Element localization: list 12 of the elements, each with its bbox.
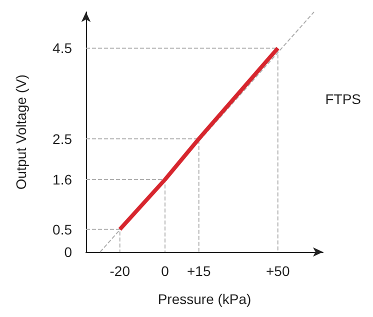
y-axis-title: Output Voltage (V) xyxy=(13,74,29,190)
y-tick-label: 0 xyxy=(64,244,72,260)
x-tick-label: 0 xyxy=(161,263,170,279)
y-tick-label: 1.6 xyxy=(52,172,72,188)
x-tick-label: -20 xyxy=(110,263,130,279)
x-tick-label: +15 xyxy=(186,263,211,279)
y-tick-label: 0.5 xyxy=(52,221,72,238)
y-tick-label: 4.5 xyxy=(52,40,72,56)
x-tick-label: +50 xyxy=(266,263,290,279)
x-axis-title: Pressure (kPa) xyxy=(158,291,252,307)
text: FTPS xyxy=(325,91,361,107)
y-tick-label: 2.5 xyxy=(52,130,72,147)
